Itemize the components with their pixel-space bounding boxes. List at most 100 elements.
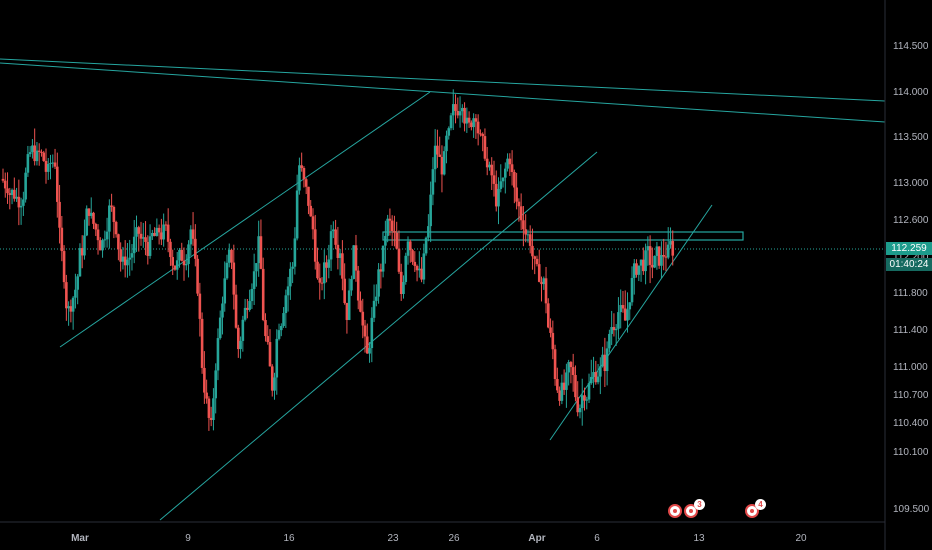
candle-body bbox=[76, 276, 79, 290]
candle-body bbox=[642, 259, 645, 272]
y-axis-ticks: 114.500 114.000 113.500 113.000 112.600 112.2… bbox=[893, 41, 930, 515]
candle-body bbox=[8, 193, 12, 196]
candle-body bbox=[80, 248, 84, 256]
candle-body bbox=[280, 326, 283, 331]
candle-body bbox=[632, 263, 636, 278]
candle-body bbox=[368, 348, 371, 354]
x-tick-label: 26 bbox=[448, 533, 460, 544]
candle-body bbox=[28, 152, 32, 155]
candle-body bbox=[603, 354, 607, 372]
candle-body bbox=[155, 227, 159, 236]
candle-body bbox=[639, 259, 643, 266]
candle-body bbox=[433, 145, 437, 170]
candle-body bbox=[230, 249, 233, 263]
candle-body bbox=[352, 245, 356, 279]
candle-body bbox=[160, 232, 163, 240]
candle-body bbox=[139, 233, 143, 239]
channel-upper-line[interactable] bbox=[59, 91, 431, 348]
candle-body bbox=[320, 282, 324, 284]
candle-body bbox=[293, 238, 297, 267]
candle-body bbox=[327, 259, 331, 268]
candle-body bbox=[361, 311, 365, 326]
resistance-line-upper[interactable] bbox=[0, 58, 886, 102]
candle-body bbox=[637, 265, 641, 275]
candle-body bbox=[565, 372, 568, 390]
resistance-line-lower[interactable] bbox=[0, 62, 886, 123]
candle-body bbox=[26, 154, 30, 173]
candle-body bbox=[592, 372, 595, 377]
candle-body bbox=[234, 294, 238, 328]
candle-body bbox=[51, 162, 55, 164]
candle-body bbox=[277, 330, 281, 339]
candle-body bbox=[19, 205, 23, 208]
candle-body bbox=[354, 245, 358, 271]
candle-body bbox=[46, 163, 50, 172]
candle-body bbox=[112, 206, 116, 222]
candle-body bbox=[169, 241, 172, 258]
candle-body bbox=[67, 306, 70, 309]
candle-body bbox=[461, 107, 464, 112]
candle-body bbox=[141, 237, 145, 239]
candle-body bbox=[92, 212, 95, 224]
candle-body bbox=[69, 306, 73, 312]
candle-body bbox=[442, 151, 446, 175]
candle-body bbox=[589, 376, 593, 384]
candle-body bbox=[472, 118, 475, 128]
candle-body bbox=[546, 303, 550, 328]
candle-body bbox=[144, 237, 147, 242]
candle-body bbox=[146, 241, 150, 256]
zone-rectangle[interactable] bbox=[382, 231, 744, 241]
candle-body bbox=[148, 236, 152, 256]
candle-body bbox=[537, 264, 541, 282]
candle-body bbox=[225, 262, 229, 279]
candle-body bbox=[194, 238, 197, 259]
candle-body bbox=[359, 300, 362, 312]
candle-body bbox=[492, 175, 496, 184]
economic-event-icon[interactable] bbox=[684, 504, 698, 518]
candle-body bbox=[569, 362, 573, 368]
candle-body bbox=[89, 212, 93, 216]
candle-body bbox=[542, 278, 546, 285]
candle-body bbox=[576, 397, 580, 413]
candle-body bbox=[490, 164, 494, 176]
candle-body bbox=[551, 332, 555, 350]
candle-body bbox=[451, 104, 455, 116]
candle-body bbox=[390, 220, 394, 232]
candle-body bbox=[137, 227, 141, 234]
candle-body bbox=[289, 268, 292, 287]
candle-body bbox=[377, 269, 380, 297]
candle-body bbox=[458, 111, 462, 116]
candle-body bbox=[71, 297, 75, 312]
candle-body bbox=[504, 168, 507, 178]
candle-body bbox=[544, 278, 548, 304]
candle-body bbox=[241, 319, 245, 341]
candle-body bbox=[517, 201, 521, 207]
candle-body bbox=[166, 224, 170, 242]
candle-body bbox=[284, 295, 288, 314]
candle-body bbox=[497, 188, 500, 207]
candle-body bbox=[35, 150, 39, 162]
candle-body bbox=[162, 224, 165, 240]
candle-body bbox=[370, 317, 374, 349]
candle-body bbox=[429, 194, 432, 227]
candle-body bbox=[522, 220, 525, 230]
candle-body bbox=[535, 258, 539, 265]
candle-body bbox=[440, 156, 444, 175]
channel-lower-line[interactable] bbox=[159, 151, 598, 521]
y-tick-label: 114.000 bbox=[893, 87, 929, 98]
economic-event-icon[interactable] bbox=[668, 504, 682, 518]
candle-body bbox=[180, 249, 184, 261]
candle-body bbox=[605, 348, 609, 372]
candle-body bbox=[329, 231, 333, 260]
candle-body bbox=[341, 253, 344, 279]
candle-body bbox=[273, 377, 276, 391]
candle-body bbox=[175, 260, 179, 270]
candle-body bbox=[474, 118, 478, 122]
candle-body bbox=[270, 366, 274, 391]
candle-body bbox=[483, 136, 487, 159]
candle-body bbox=[463, 107, 466, 124]
candle-body bbox=[671, 241, 675, 256]
candle-body bbox=[456, 110, 460, 116]
candle-body bbox=[191, 229, 195, 239]
